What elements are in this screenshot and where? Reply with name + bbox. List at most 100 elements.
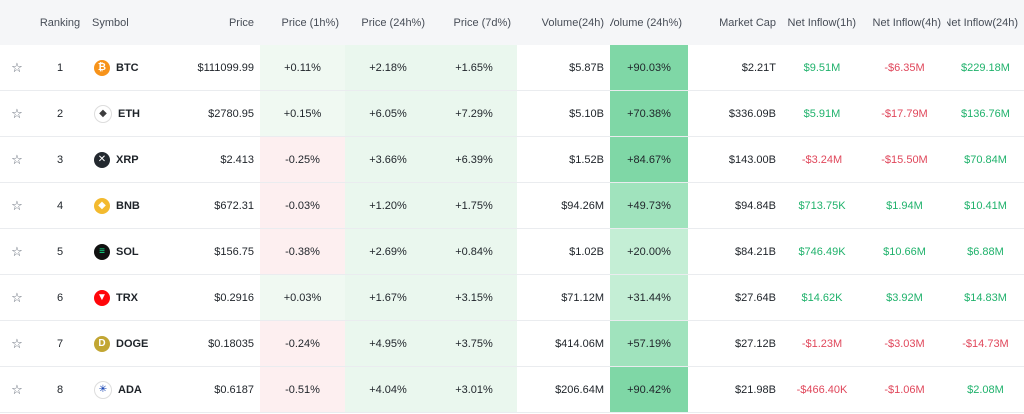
header-price-1h[interactable]: Price (1h%) <box>281 16 339 29</box>
volume-24h-pct-cell: +57.19% <box>610 321 688 366</box>
net-inflow-1h-cell: $9.51M <box>803 61 841 74</box>
header-symbol[interactable]: Symbol <box>92 16 129 29</box>
header-price-24h[interactable]: Price (24h%) <box>361 16 425 29</box>
symbol-label: ADA <box>118 383 142 396</box>
volume-24h-cell: $5.10B <box>569 107 604 120</box>
table-row[interactable]: ☆ 5 ≡ SOL $156.75 -0.38% +2.69% +0.84% $… <box>0 229 1024 275</box>
net-inflow-1h-cell: $14.62K <box>801 291 843 304</box>
favorite-star-icon[interactable]: ☆ <box>11 59 23 75</box>
price-7d-cell: +0.84% <box>431 229 517 274</box>
bitcoin-icon: ₿ <box>94 59 110 76</box>
favorite-star-icon[interactable]: ☆ <box>11 289 23 305</box>
market-cap-cell: $27.64B <box>735 291 776 304</box>
net-inflow-4h-cell: $10.66M <box>883 245 926 258</box>
net-inflow-4h-cell: $3.92M <box>886 291 923 304</box>
volume-24h-cell: $414.06M <box>555 337 604 350</box>
price-24h-cell: +2.18% <box>345 45 431 90</box>
symbol-cell[interactable]: ✳ ADA <box>86 367 172 412</box>
tron-icon: ▼ <box>94 289 110 306</box>
symbol-cell[interactable]: ◆ ETH <box>86 91 172 136</box>
table-row[interactable]: ☆ 1 ₿ BTC $111099.99 +0.11% +2.18% +1.65… <box>0 45 1024 91</box>
table-row[interactable]: ☆ 7 D DOGE $0.18035 -0.24% +4.95% +3.75%… <box>0 321 1024 367</box>
net-inflow-24h-cell: $2.08M <box>967 383 1004 396</box>
table-row[interactable]: ☆ 8 ✳ ADA $0.6187 -0.51% +4.04% +3.01% $… <box>0 367 1024 413</box>
price-24h-cell: +3.66% <box>345 137 431 182</box>
symbol-label: BNB <box>116 199 140 212</box>
volume-24h-cell: $5.87B <box>569 61 604 74</box>
header-favorite <box>0 0 34 45</box>
net-inflow-24h-cell: $229.18M <box>961 61 1010 74</box>
favorite-star-icon[interactable]: ☆ <box>11 151 23 167</box>
header-volume-24h-pct[interactable]: Volume (24h%) <box>610 16 682 29</box>
dogecoin-icon: D <box>94 335 110 352</box>
xrp-icon: ✕ <box>94 151 110 168</box>
price-cell: $0.6187 <box>214 383 254 396</box>
volume-24h-cell: $1.02B <box>569 245 604 258</box>
table-row[interactable]: ☆ 4 ◆ BNB $672.31 -0.03% +1.20% +1.75% $… <box>0 183 1024 229</box>
price-7d-cell: +3.15% <box>431 275 517 320</box>
net-inflow-24h-cell: $136.76M <box>961 107 1010 120</box>
favorite-star-icon[interactable]: ☆ <box>11 243 23 259</box>
price-cell: $672.31 <box>214 199 254 212</box>
volume-24h-cell: $1.52B <box>569 153 604 166</box>
price-24h-cell: +4.95% <box>345 321 431 366</box>
symbol-cell[interactable]: ✕ XRP <box>86 137 172 182</box>
price-7d-cell: +1.65% <box>431 45 517 90</box>
price-24h-cell: +4.04% <box>345 367 431 412</box>
symbol-cell[interactable]: ₿ BTC <box>86 45 172 90</box>
header-net-inflow-24h[interactable]: Net Inflow(24h) <box>947 16 1018 29</box>
cardano-icon: ✳ <box>94 380 112 399</box>
price-1h-cell: +0.11% <box>260 45 345 90</box>
price-cell: $0.18035 <box>208 337 254 350</box>
table-row[interactable]: ☆ 3 ✕ XRP $2.413 -0.25% +3.66% +6.39% $1… <box>0 137 1024 183</box>
market-cap-cell: $84.21B <box>735 245 776 258</box>
volume-24h-pct-cell: +70.38% <box>610 91 688 136</box>
header-net-inflow-1h[interactable]: Net Inflow(1h) <box>787 16 856 29</box>
header-volume-24h[interactable]: Volume(24h) <box>541 16 604 29</box>
symbol-cell[interactable]: D DOGE <box>86 321 172 366</box>
net-inflow-4h-cell: -$3.03M <box>884 337 925 350</box>
price-7d-cell: +1.75% <box>431 183 517 228</box>
market-cap-cell: $21.98B <box>735 383 776 396</box>
table-row[interactable]: ☆ 6 ▼ TRX $0.2916 +0.03% +1.67% +3.15% $… <box>0 275 1024 321</box>
table-row[interactable]: ☆ 2 ◆ ETH $2780.95 +0.15% +6.05% +7.29% … <box>0 91 1024 137</box>
net-inflow-1h-cell: -$466.40K <box>796 383 848 396</box>
market-cap-cell: $143.00B <box>728 153 776 166</box>
header-price-7d[interactable]: Price (7d%) <box>453 16 511 29</box>
rank-cell: 1 <box>56 61 64 74</box>
price-1h-cell: -0.03% <box>260 183 345 228</box>
price-24h-cell: +1.20% <box>345 183 431 228</box>
price-24h-cell: +2.69% <box>345 229 431 274</box>
volume-24h-cell: $94.26M <box>561 199 604 212</box>
favorite-star-icon[interactable]: ☆ <box>11 381 23 397</box>
symbol-label: ETH <box>118 107 140 120</box>
price-24h-cell: +6.05% <box>345 91 431 136</box>
symbol-cell[interactable]: ▼ TRX <box>86 275 172 320</box>
net-inflow-24h-cell: $70.84M <box>964 153 1007 166</box>
rank-cell: 8 <box>56 383 64 396</box>
volume-24h-pct-cell: +90.42% <box>610 367 688 412</box>
market-cap-cell: $336.09B <box>728 107 776 120</box>
volume-24h-pct-cell: +90.03% <box>610 45 688 90</box>
price-cell: $2.413 <box>220 153 254 166</box>
price-1h-cell: -0.24% <box>260 321 345 366</box>
rank-cell: 3 <box>56 153 64 166</box>
favorite-star-icon[interactable]: ☆ <box>11 105 23 121</box>
symbol-cell[interactable]: ≡ SOL <box>86 229 172 274</box>
symbol-cell[interactable]: ◆ BNB <box>86 183 172 228</box>
price-7d-cell: +3.01% <box>431 367 517 412</box>
price-cell: $2780.95 <box>208 107 254 120</box>
header-price[interactable]: Price <box>228 16 254 29</box>
header-net-inflow-4h[interactable]: Net Inflow(4h) <box>872 16 941 29</box>
symbol-label: TRX <box>116 291 138 304</box>
volume-24h-cell: $206.64M <box>555 383 604 396</box>
net-inflow-24h-cell: $14.83M <box>964 291 1007 304</box>
net-inflow-4h-cell: -$17.79M <box>881 107 928 120</box>
header-ranking[interactable]: Ranking <box>39 16 81 29</box>
favorite-star-icon[interactable]: ☆ <box>11 197 23 213</box>
price-1h-cell: +0.15% <box>260 91 345 136</box>
header-market-cap[interactable]: Market Cap <box>719 16 776 29</box>
rank-cell: 2 <box>56 107 64 120</box>
price-7d-cell: +3.75% <box>431 321 517 366</box>
favorite-star-icon[interactable]: ☆ <box>11 335 23 351</box>
